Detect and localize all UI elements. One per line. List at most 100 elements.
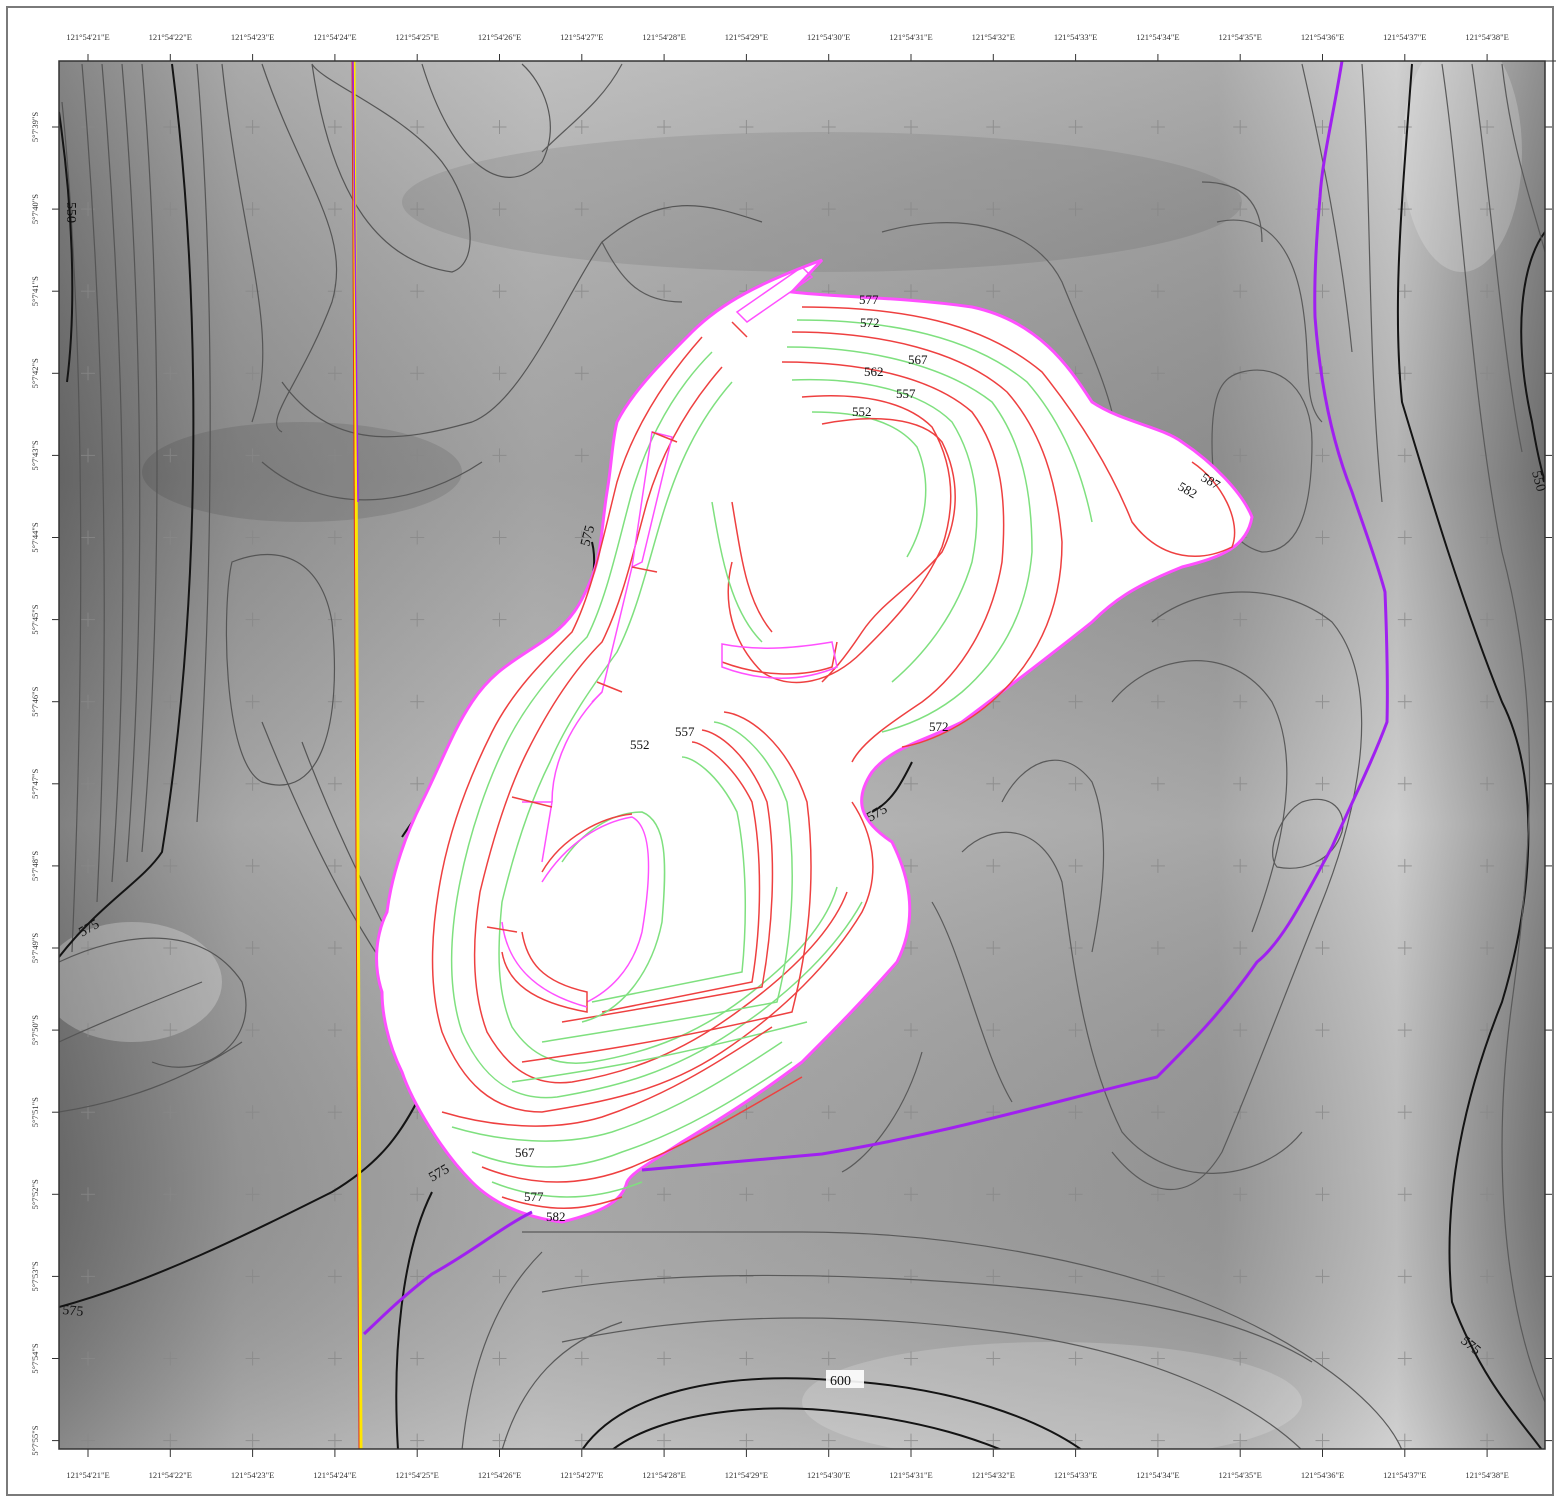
contour-label-550-left: 550 xyxy=(63,202,78,223)
graticule-cross xyxy=(1068,1351,1083,1366)
graticule-cross xyxy=(904,941,918,955)
topographic-map[interactable]: 550 550 575 575 575 575 575 575 600 577 … xyxy=(8,8,1556,1498)
graticule-cross xyxy=(245,858,260,873)
longitude-tick-label: 121°54'25"E xyxy=(396,32,439,42)
graticule-cross xyxy=(327,448,342,463)
graticule-cross xyxy=(1150,1187,1165,1202)
contour-label-575-pit-west: 575 xyxy=(578,524,598,548)
graticule-cross xyxy=(1233,694,1248,709)
graticule-cross xyxy=(1480,1187,1495,1202)
longitude-tick-label: 121°54'36"E xyxy=(1301,1470,1344,1480)
graticule-cross xyxy=(327,612,342,627)
graticule-cross xyxy=(1233,202,1248,217)
longitude-tick-label: 121°54'29"E xyxy=(725,32,768,42)
bottom-longitude-labels: 121°54'21"E 121°54'22"E 121°54'23"E 121°54'… xyxy=(66,1449,1509,1480)
graticule-cross xyxy=(904,1187,918,1202)
graticule-cross xyxy=(904,120,918,134)
longitude-tick-label: 121°54'23"E xyxy=(231,1470,274,1480)
graticule-cross xyxy=(81,366,95,381)
graticule-cross xyxy=(1480,366,1495,381)
latitude-tick-label: 5°7'45"S xyxy=(30,604,40,634)
graticule-cross xyxy=(245,941,260,955)
graticule-cross xyxy=(657,120,672,134)
graticule-cross xyxy=(1397,941,1412,955)
graticule-cross xyxy=(1397,284,1412,299)
graticule-cross xyxy=(1068,694,1083,709)
graticule-cross xyxy=(986,1187,1001,1202)
graticule-cross xyxy=(904,776,918,791)
graticule-cross xyxy=(657,1433,672,1448)
graticule-cross xyxy=(1480,694,1495,709)
graticule-cross xyxy=(327,202,342,217)
graticule-cross xyxy=(327,858,342,873)
graticule-cross xyxy=(163,1105,178,1120)
graticule-cross xyxy=(1315,530,1330,545)
longitude-tick-label: 121°54'36"E xyxy=(1301,32,1344,42)
graticule-cross xyxy=(1480,776,1495,791)
graticule-cross xyxy=(904,1105,918,1120)
graticule-cross xyxy=(81,530,95,545)
graticule-cross xyxy=(163,1351,178,1366)
latitude-tick-label: 5°7'53"S xyxy=(30,1261,40,1291)
graticule-cross xyxy=(327,941,342,955)
graticule-cross xyxy=(986,202,1001,217)
graticule-cross xyxy=(410,1269,425,1284)
pit-contour-labels: 577 572 567 562 557 552 587 582 572 557 … xyxy=(515,292,1223,1224)
longitude-tick-label: 121°54'23"E xyxy=(231,32,274,42)
graticule-cross xyxy=(327,1351,342,1366)
graticule-cross xyxy=(327,366,342,381)
graticule-cross xyxy=(1233,1351,1248,1366)
graticule-cross xyxy=(1315,284,1330,299)
graticule-cross xyxy=(821,120,836,134)
graticule-cross xyxy=(410,284,425,299)
graticule-cross xyxy=(81,1187,95,1202)
graticule-cross xyxy=(327,1105,342,1120)
graticule-cross xyxy=(1315,1269,1330,1284)
graticule-cross xyxy=(492,284,507,299)
longitude-tick-label: 121°54'37"E xyxy=(1383,32,1426,42)
latitude-tick-label: 5°7'51"S xyxy=(30,1097,40,1127)
longitude-tick-label: 121°54'26"E xyxy=(478,1470,521,1480)
graticule-cross xyxy=(245,530,260,545)
graticule-cross xyxy=(739,202,754,217)
longitude-tick-label: 121°54'29"E xyxy=(725,1470,768,1480)
graticule-cross xyxy=(1315,1023,1330,1038)
graticule-cross xyxy=(410,448,425,463)
graticule-cross xyxy=(1233,1433,1248,1448)
graticule-cross xyxy=(327,1023,342,1038)
graticule-cross xyxy=(163,284,178,299)
graticule-cross xyxy=(492,366,507,381)
graticule-cross xyxy=(163,1433,178,1448)
concession-boundary[interactable] xyxy=(362,61,1389,1336)
latitude-tick-label: 5°7'46"S xyxy=(30,686,40,716)
graticule-cross xyxy=(986,776,1001,791)
latitude-tick-label: 5°7'49"S xyxy=(30,933,40,963)
latitude-tick-label: 5°7'42"S xyxy=(30,358,40,388)
graticule-cross xyxy=(163,530,178,545)
graticule-cross xyxy=(1397,1023,1412,1038)
graticule-cross xyxy=(904,1269,918,1284)
graticule-cross xyxy=(1397,448,1412,463)
graticule-cross xyxy=(81,1269,95,1284)
graticule-cross xyxy=(1068,202,1083,217)
graticule-cross xyxy=(492,530,507,545)
pit-label-572-mid: 572 xyxy=(929,719,949,734)
graticule-cross xyxy=(1233,120,1248,134)
graticule-cross xyxy=(492,1269,507,1284)
graticule-cross xyxy=(245,1351,260,1366)
graticule-cross xyxy=(81,1433,95,1448)
graticule-cross xyxy=(410,1351,425,1366)
graticule-cross xyxy=(1233,1187,1248,1202)
graticule-cross xyxy=(410,694,425,709)
graticule-cross xyxy=(492,120,507,134)
graticule-cross xyxy=(1397,202,1412,217)
contour-label-600: 600 xyxy=(830,1374,851,1389)
graticule-cross xyxy=(245,1187,260,1202)
latitude-tick-label: 5°7'55"S xyxy=(30,1425,40,1455)
graticule-cross xyxy=(327,1433,342,1448)
graticule-cross xyxy=(574,448,589,463)
longitude-tick-label: 121°54'35"E xyxy=(1219,32,1262,42)
mine-pit[interactable] xyxy=(375,258,1254,1224)
graticule-cross xyxy=(245,1105,260,1120)
latitude-tick-label: 5°7'40"S xyxy=(30,194,40,224)
